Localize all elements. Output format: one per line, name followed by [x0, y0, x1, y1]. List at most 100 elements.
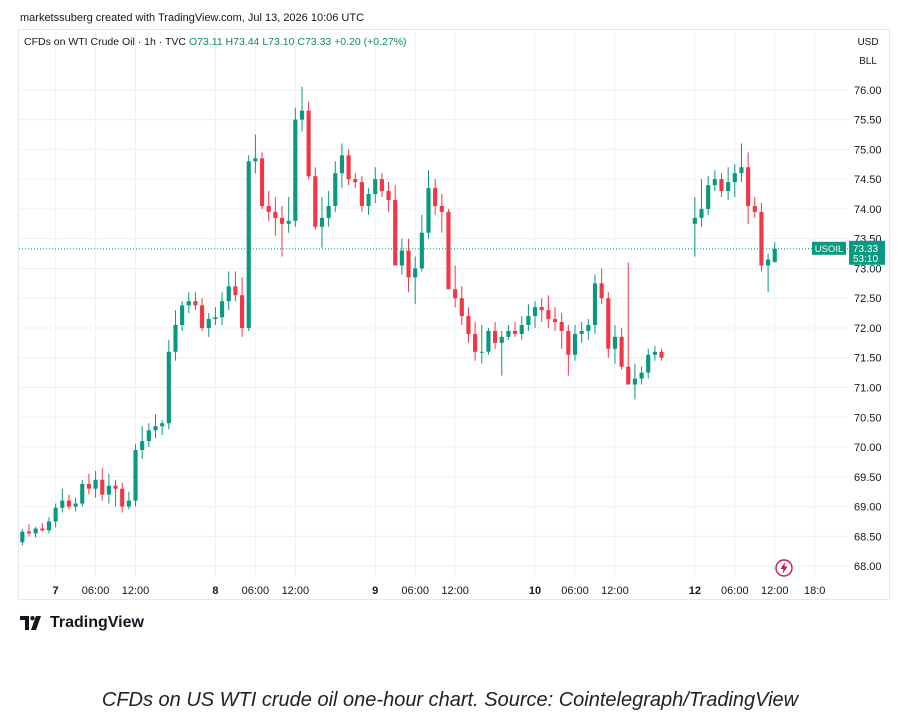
y-tick-label: 69.00 — [854, 502, 882, 514]
candle-body — [619, 336, 624, 367]
x-tick-label: 12:00 — [122, 585, 150, 597]
y-tick-label: 70.50 — [854, 412, 882, 424]
candle-body — [519, 325, 524, 334]
tradingview-logo-icon — [20, 616, 41, 630]
candle-body — [279, 217, 285, 224]
unit-button[interactable]: BLL — [852, 53, 884, 70]
currency-button[interactable]: USD — [852, 34, 884, 51]
candle-body — [766, 259, 771, 266]
candle-body — [133, 450, 138, 501]
x-tick-label: 06:00 — [721, 585, 749, 597]
candle-body — [40, 528, 45, 531]
candle-body — [20, 531, 25, 543]
x-tick-label: 06:00 — [82, 585, 110, 597]
candle-body — [579, 330, 584, 334]
candle-body — [552, 319, 558, 323]
candle-body — [626, 366, 631, 385]
candle-body — [559, 322, 564, 331]
candle-body — [233, 286, 238, 296]
y-tick-label: 68.50 — [854, 531, 882, 543]
candle-body — [572, 333, 578, 355]
lightning-icon[interactable] — [774, 558, 794, 578]
candle-body — [379, 179, 384, 192]
candle-body — [586, 325, 591, 331]
candle-body — [153, 426, 158, 431]
candle-body — [439, 205, 444, 212]
y-tick-label: 74.50 — [854, 174, 882, 186]
price-tag-countdown: 53:10 — [853, 254, 878, 265]
candle-body — [592, 283, 598, 325]
tradingview-logo-text: TradingView — [50, 614, 144, 631]
high-label: H — [225, 36, 234, 48]
price-tag — [849, 240, 885, 265]
y-tick-label: 75.00 — [854, 144, 882, 156]
close-value: 73.33 — [304, 36, 332, 48]
candle-body — [413, 268, 418, 278]
candle-body — [426, 188, 431, 233]
candle-body — [259, 158, 265, 206]
candle-body — [526, 316, 531, 325]
candle-body — [359, 182, 364, 206]
y-tick-label: 74.00 — [854, 204, 882, 216]
candle-body — [173, 325, 178, 352]
candle-body — [113, 485, 118, 489]
x-tick-label: 06:00 — [561, 585, 589, 597]
candle-body — [566, 330, 571, 355]
candle-body — [712, 179, 717, 186]
x-tick-label: 12:00 — [441, 585, 469, 597]
ticker-tag — [812, 241, 846, 255]
candle-body — [286, 220, 291, 224]
candle-body — [80, 483, 85, 504]
close-label: C — [297, 36, 305, 48]
x-tick-label: 12:00 — [282, 585, 310, 597]
candle-body — [26, 531, 32, 534]
tradingview-logo[interactable]: TradingView — [20, 614, 144, 632]
candle-body — [306, 110, 311, 177]
candle-body — [732, 173, 737, 183]
candle-body — [140, 441, 145, 451]
candle-body — [446, 211, 451, 290]
x-tick-label: 12 — [689, 585, 701, 597]
candle-body — [246, 161, 251, 328]
y-tick-label: 68.00 — [854, 561, 882, 573]
candle-body — [513, 330, 518, 334]
open-label: O — [188, 36, 198, 48]
candle-body — [386, 191, 391, 200]
candle-body — [313, 176, 318, 227]
candle-body — [479, 351, 484, 353]
candle-body — [353, 179, 358, 183]
candle-body — [752, 205, 757, 212]
chart-frame — [18, 29, 890, 600]
candle-body — [126, 500, 131, 507]
candle-body — [46, 521, 52, 531]
candle-body — [606, 298, 611, 349]
candle-body — [160, 423, 165, 427]
candle-body — [406, 250, 411, 278]
candle-body — [166, 351, 171, 424]
candlestick-chart[interactable]: 76.0075.5075.0074.5074.0073.5073.0072.50… — [0, 0, 900, 610]
candle-body — [86, 483, 91, 489]
candle-body — [146, 430, 151, 442]
candle-body — [759, 211, 764, 266]
candle-body — [746, 167, 751, 206]
candle-body — [66, 500, 72, 507]
y-tick-label: 69.50 — [854, 472, 882, 484]
candle-body — [692, 217, 697, 224]
x-tick-label: 9 — [372, 585, 378, 597]
candle-body — [473, 333, 478, 352]
candle-body — [539, 307, 544, 311]
candle-body — [652, 351, 657, 355]
candle-body — [186, 301, 191, 306]
y-tick-label: 75.50 — [854, 115, 882, 127]
candle-body — [726, 182, 731, 192]
candle-body — [772, 248, 777, 262]
candle-body — [319, 217, 325, 227]
candle-body — [73, 503, 78, 507]
candle-body — [499, 336, 504, 343]
candle-body — [632, 378, 637, 385]
candle-body — [200, 305, 205, 328]
candle-body — [612, 336, 618, 349]
candle-body — [453, 289, 458, 299]
candle-body — [193, 301, 198, 306]
open-value: 73.11 — [197, 36, 223, 48]
